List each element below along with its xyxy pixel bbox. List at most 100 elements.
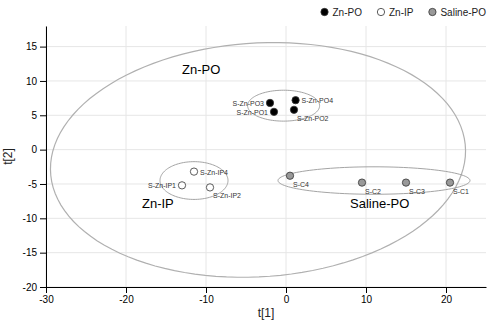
tick-label: -20 — [23, 282, 38, 293]
tick-label: -10 — [199, 294, 214, 305]
legend-label: Saline-PO — [440, 7, 486, 18]
legend-label: Zn-IP — [389, 7, 414, 18]
tick-mark — [40, 218, 46, 219]
point — [190, 168, 197, 175]
tick-mark — [40, 253, 46, 254]
y-grid-line — [46, 252, 486, 253]
point — [286, 172, 293, 179]
tick-label: 10 — [26, 76, 38, 87]
point — [358, 179, 365, 186]
tick-label: 0 — [284, 294, 290, 305]
point — [402, 179, 409, 186]
tick: -20 — [23, 282, 46, 293]
tick-label: -10 — [23, 213, 38, 224]
x-grid-line — [366, 26, 367, 287]
tick: -10 — [23, 213, 46, 224]
legend-label: Zn-PO — [333, 7, 363, 18]
legend-item: Zn-PO — [321, 7, 362, 18]
x-grid-line — [446, 26, 447, 287]
point — [446, 179, 453, 186]
tick-mark — [40, 81, 46, 82]
tick-mark — [126, 287, 127, 293]
legend-item: Zn-IP — [377, 7, 413, 18]
plot-area — [46, 26, 486, 287]
tick-label: -15 — [23, 247, 38, 258]
point-label: S-C2 — [365, 188, 381, 195]
point-label: S-C4 — [293, 181, 309, 188]
tick-label: -5 — [28, 179, 37, 190]
point-label: S-Zn-IP4 — [200, 169, 228, 176]
tick-mark — [40, 150, 46, 151]
point-label: S-C1 — [453, 188, 469, 195]
point-label: S-Zn-PO3 — [232, 100, 264, 107]
legend-symbol — [377, 8, 384, 15]
x-axis: -30 -20 -10 0 10 20 — [39, 287, 486, 305]
tick-label: 5 — [31, 110, 37, 121]
point — [292, 97, 299, 104]
y-grid-line — [46, 183, 486, 184]
tick-label: 10 — [361, 294, 373, 305]
tick-mark — [40, 287, 46, 288]
labels: Zn-PO Zn-IP Saline-PO S-Zn-PO3 S-Zn-PO1 S-Zn-… — [142, 62, 469, 211]
group-label: Zn-IP — [142, 196, 174, 211]
grid — [46, 26, 486, 287]
tick: -20 — [119, 287, 134, 305]
tick: 10 — [361, 287, 373, 305]
point — [178, 182, 185, 189]
series — [286, 172, 453, 186]
y-axis-title: t[2] — [1, 148, 15, 165]
legend-symbol — [429, 8, 436, 15]
tick-mark — [366, 287, 367, 293]
x-axis-title: t[1] — [258, 306, 275, 320]
tick: -10 — [199, 287, 214, 305]
ellipse — [278, 167, 470, 194]
y-grid-line — [46, 46, 486, 47]
ellipse — [50, 43, 465, 278]
tick-mark — [40, 47, 46, 48]
tick-mark — [206, 287, 207, 293]
tick-mark — [286, 287, 287, 293]
group-label: Saline-PO — [350, 196, 409, 211]
tick: 10 — [26, 76, 46, 87]
point — [290, 106, 297, 113]
tick: -5 — [28, 179, 46, 190]
group-label: Zn-PO — [182, 62, 220, 77]
tick-mark — [40, 115, 46, 116]
point-label: S-Zn-PO2 — [297, 115, 329, 122]
point — [206, 184, 213, 191]
y-grid-line — [46, 287, 486, 288]
tick-label: 0 — [31, 144, 37, 155]
y-grid-line — [46, 218, 486, 219]
x-grid-line — [46, 26, 47, 287]
point-label: S-C3 — [409, 188, 425, 195]
point — [270, 108, 277, 115]
series — [266, 97, 299, 116]
tick-label: 20 — [441, 294, 453, 305]
chart: -30-20-1001020-20-15-10-5051015t[1]t[2]Z… — [0, 0, 500, 321]
tick: 15 — [26, 41, 46, 52]
y-axis-line — [46, 27, 47, 288]
x-axis-line — [47, 287, 487, 288]
tick-mark — [46, 287, 47, 293]
tick: 20 — [441, 287, 453, 305]
x-grid-line — [286, 26, 287, 287]
point-label: S-Zn-IP2 — [213, 192, 241, 199]
tick-label: 15 — [26, 41, 38, 52]
tick-label: -30 — [39, 294, 54, 305]
tick-label: -20 — [119, 294, 134, 305]
legend-symbol — [321, 8, 328, 15]
tick: -15 — [23, 247, 46, 258]
plot-marks — [50, 43, 470, 278]
tick-mark — [446, 287, 447, 293]
tick: 0 — [31, 144, 46, 155]
point — [266, 99, 273, 106]
tick: -30 — [39, 287, 54, 305]
tick: 5 — [31, 110, 46, 121]
x-grid-line — [126, 26, 127, 287]
legend: Zn-PO Zn-IP Saline-PO — [321, 7, 486, 18]
point-label: S-Zn-PO4 — [302, 97, 334, 104]
y-grid-line — [46, 149, 486, 150]
point-label: S-Zn-PO1 — [236, 109, 268, 116]
tick-mark — [40, 184, 46, 185]
point-label: S-Zn-IP1 — [148, 182, 176, 189]
